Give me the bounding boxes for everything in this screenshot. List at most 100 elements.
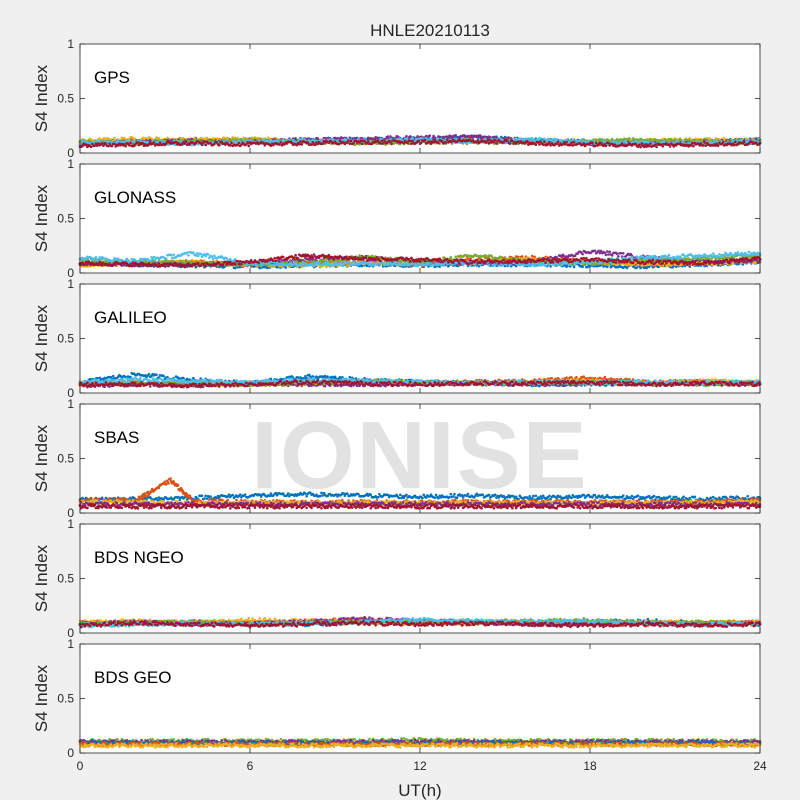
data-point [692, 144, 695, 148]
data-point [107, 144, 110, 148]
data-point [487, 141, 491, 145]
data-point [670, 137, 673, 141]
data-point [348, 142, 352, 145]
data-point [212, 142, 216, 146]
data-point [380, 139, 384, 143]
data-point [379, 142, 382, 145]
data-point [226, 136, 230, 140]
data-point [81, 144, 84, 148]
data-point [647, 144, 651, 148]
data-point [506, 139, 509, 142]
data-point [511, 139, 514, 143]
data-point [411, 137, 414, 140]
y-tick-label: 0.5 [57, 92, 74, 106]
data-point [95, 139, 99, 143]
data-point [538, 143, 541, 146]
data-point [390, 142, 393, 146]
data-point [360, 142, 364, 146]
y-tick-label: 1 [67, 37, 74, 51]
data-point [204, 143, 207, 147]
data-point [639, 145, 642, 149]
data-point [82, 140, 85, 143]
data-points [78, 134, 762, 149]
data-point [352, 141, 355, 145]
data-point [267, 136, 270, 140]
data-point [417, 137, 421, 140]
data-point [156, 140, 159, 144]
data-point [203, 140, 206, 143]
data-point [389, 135, 392, 138]
data-point [84, 143, 88, 146]
data-point [486, 138, 490, 142]
data-point [320, 139, 323, 142]
data-point [485, 141, 488, 144]
data-point [623, 137, 626, 140]
data-point [237, 141, 241, 145]
data-point [423, 138, 427, 142]
data-point [603, 140, 607, 144]
data-point [550, 138, 554, 141]
data-point [411, 139, 414, 143]
data-point [410, 142, 413, 145]
data-point [565, 140, 568, 144]
data-point [408, 139, 412, 143]
data-point [406, 141, 409, 145]
panel-label: GPS [94, 68, 130, 87]
plot-area [80, 44, 760, 153]
data-point [265, 266, 269, 270]
data-point [536, 140, 540, 144]
data-point [445, 138, 449, 142]
data-point [103, 137, 106, 140]
data-point [405, 135, 408, 138]
data-point [141, 136, 145, 140]
data-point [359, 139, 363, 142]
data-point [543, 137, 546, 141]
data-point [313, 143, 317, 147]
data-point [594, 138, 598, 141]
data-point [347, 139, 350, 142]
data-point [708, 137, 711, 140]
data-point [102, 144, 105, 147]
data-point [228, 144, 232, 147]
data-point [386, 135, 390, 138]
data-point [113, 136, 116, 140]
data-point [136, 141, 140, 144]
data-point [716, 144, 720, 147]
data-point [437, 141, 440, 145]
data-point [89, 145, 93, 149]
data-point [667, 137, 671, 141]
data-point [520, 255, 524, 258]
data-point [568, 143, 572, 147]
data-point [732, 143, 736, 147]
data-point [449, 135, 453, 138]
data-point [184, 140, 188, 143]
data-point [548, 141, 551, 144]
data-point [690, 141, 694, 145]
data-point [543, 140, 546, 144]
data-point [479, 134, 482, 137]
data-point [232, 139, 236, 143]
data-point [655, 145, 658, 149]
data-point [100, 141, 104, 145]
data-point [570, 141, 573, 145]
data-point [593, 144, 597, 148]
data-point [392, 142, 396, 145]
data-point [514, 137, 518, 140]
data-point [604, 144, 608, 148]
data-point [366, 140, 370, 143]
data-point [734, 140, 737, 144]
data-point [200, 143, 204, 147]
data-point [628, 137, 631, 140]
data-point [640, 142, 644, 145]
data-point [230, 141, 233, 145]
data-point [476, 139, 480, 142]
y-axis-label: S4 Index [32, 64, 51, 132]
data-point [687, 138, 690, 142]
data-point [246, 141, 249, 144]
figure-title: HNLE20210113 [370, 21, 490, 40]
data-point [525, 139, 529, 143]
data-point [649, 142, 652, 146]
data-point [110, 140, 114, 143]
data-point [702, 144, 705, 147]
data-point [607, 138, 610, 142]
